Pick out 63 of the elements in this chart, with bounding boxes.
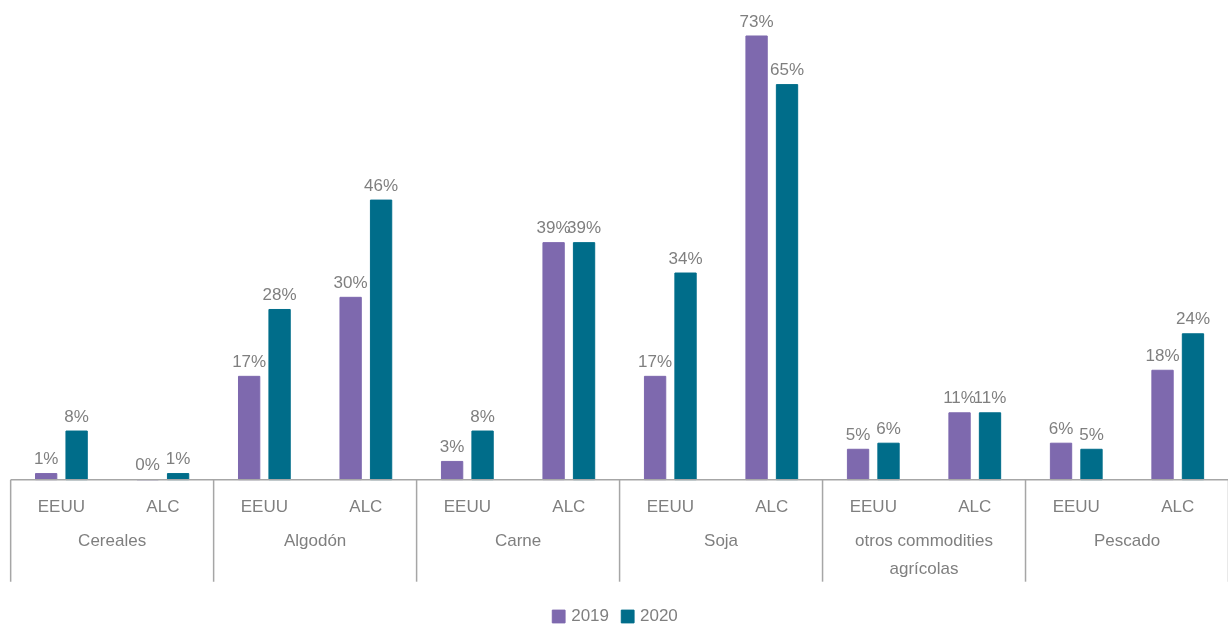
bar (948, 412, 971, 481)
text: otros commodities agrícolas (855, 530, 994, 579)
data-label: 65% (770, 60, 805, 80)
bar (268, 308, 291, 481)
text: Carne (494, 530, 542, 550)
legend-label: 2019 (571, 606, 609, 626)
bar (572, 242, 596, 481)
bar (745, 35, 768, 481)
data-label: 5% (845, 424, 871, 444)
bar (237, 375, 261, 481)
bar (775, 84, 799, 481)
bar (1151, 369, 1174, 481)
data-label: 6% (1048, 418, 1074, 438)
text: Cereales (78, 530, 147, 550)
legend-label: 2020 (640, 606, 678, 626)
bar (643, 375, 667, 481)
data-label: 11% (973, 388, 1007, 408)
x-tick-label: ALC (1161, 497, 1195, 517)
data-label: 1% (33, 449, 59, 469)
data-label: 28% (262, 285, 297, 305)
text: Algodón (283, 530, 347, 550)
text: Soja (704, 530, 739, 550)
data-label: 8% (470, 406, 495, 426)
data-label: 3% (439, 437, 465, 457)
x-tick-label: EEUU (646, 497, 694, 517)
bar (440, 460, 464, 481)
x-tick-label: ALC (755, 497, 789, 517)
x-tick-label: EEUU (1052, 497, 1100, 517)
bar (674, 272, 697, 481)
data-label: 0% (135, 455, 160, 475)
data-label: 46% (364, 175, 399, 195)
bar (1181, 333, 1205, 481)
bar (846, 448, 870, 481)
data-label: 8% (64, 406, 89, 426)
bar (542, 242, 565, 481)
bar (339, 296, 362, 481)
x-tick-label: EEUU (37, 497, 86, 517)
data-label: 11% (943, 388, 976, 408)
bar (65, 430, 88, 481)
x-tick-label: EEUU (443, 497, 491, 517)
bar (471, 430, 494, 481)
x-tick-label: ALC (552, 497, 586, 517)
x-tick-label: ALC (349, 497, 383, 517)
bar (978, 412, 1002, 481)
x-tick-label: ALC (146, 497, 180, 517)
bar (877, 442, 900, 481)
data-label: 17% (232, 352, 267, 372)
bar (369, 199, 393, 481)
data-label: 18% (1145, 345, 1180, 365)
bar (1080, 448, 1103, 481)
data-label: 73% (739, 11, 774, 31)
text: Pescado (1093, 530, 1161, 550)
data-label: 34% (668, 248, 703, 268)
x-tick-label: EEUU (849, 497, 897, 517)
data-label: 5% (1079, 424, 1104, 444)
x-tick-label: EEUU (240, 497, 288, 517)
bar (1049, 442, 1073, 481)
x-tick-label: ALC (958, 497, 992, 517)
data-label: 24% (1175, 309, 1210, 329)
data-label: 1% (165, 449, 191, 469)
data-label: 30% (333, 273, 368, 292)
data-label: 6% (876, 418, 901, 438)
data-label: 17% (638, 352, 673, 372)
